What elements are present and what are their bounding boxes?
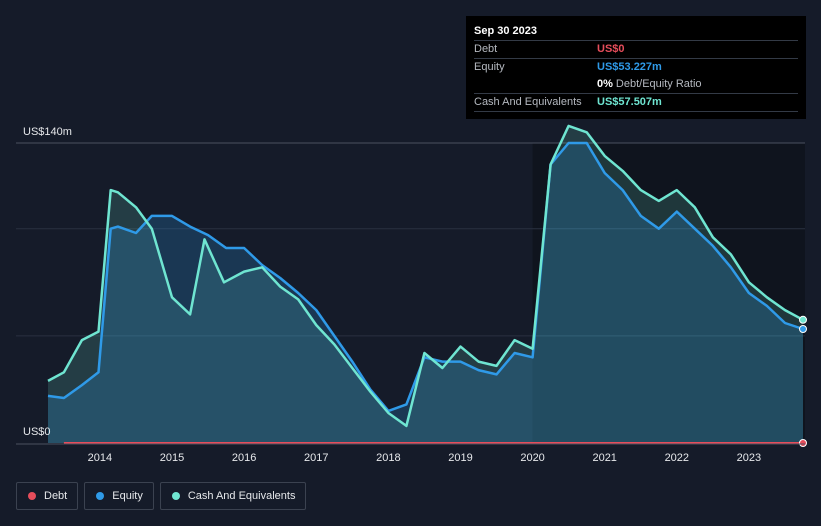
legend-item-equity[interactable]: Equity xyxy=(84,482,154,510)
cash-end-marker xyxy=(799,315,807,324)
tooltip-row-cash: Cash And Equivalents US$57.507m xyxy=(474,93,798,112)
tooltip-row-debt: Debt US$0 xyxy=(474,40,798,58)
x-tick-label: 2016 xyxy=(232,452,256,464)
tooltip-debt-value: US$0 xyxy=(597,43,625,55)
legend-item-debt[interactable]: Debt xyxy=(16,482,79,510)
x-tick-label: 2014 xyxy=(88,452,112,464)
tooltip-debt-label: Debt xyxy=(474,43,498,55)
x-tick-label: 2015 xyxy=(160,452,184,464)
cash-dot-icon xyxy=(171,492,180,500)
legend-equity-label: Equity xyxy=(112,490,143,502)
tooltip-ratio-value: 0% xyxy=(597,78,613,90)
x-tick-label: 2020 xyxy=(520,452,544,464)
y-axis-bottom-label: US$0 xyxy=(23,426,51,438)
y-axis-top-label: US$140m xyxy=(23,126,72,138)
plot-area xyxy=(47,124,807,447)
grid xyxy=(16,142,805,443)
tooltip-ratio-label: Debt/Equity Ratio xyxy=(615,78,702,90)
legend-item-cash[interactable]: Cash And Equivalents xyxy=(159,482,307,510)
equity-line xyxy=(47,141,804,413)
equity-end-marker xyxy=(799,325,807,333)
debt-dot-icon xyxy=(28,492,36,500)
equity-area xyxy=(48,143,803,443)
tooltip-row-equity: Equity US$53.227m xyxy=(474,58,798,76)
tooltip-row-ratio: 0% Debt/Equity Ratio xyxy=(474,76,798,93)
x-axis: 2014 2015 2016 2017 2018 2019 2020 2021 2022 2023 xyxy=(16,443,805,464)
x-tick-label: 2019 xyxy=(448,452,472,464)
tooltip-date: Sep 30 2023 xyxy=(474,25,537,37)
debt-end-marker xyxy=(799,439,807,447)
tooltip-equity-label: Equity xyxy=(474,61,505,73)
legend-debt-label: Debt xyxy=(44,490,68,502)
x-tick-label: 2021 xyxy=(592,452,616,464)
x-tick-label: 2018 xyxy=(376,452,400,464)
tooltip: Sep 30 2023 Debt US$0 Equity US$53.227m … xyxy=(466,16,806,119)
tooltip-cash-value: US$57.507m xyxy=(597,96,662,108)
tooltip-cash-label: Cash And Equivalents xyxy=(474,96,582,108)
legend-cash-label: Cash And Equivalents xyxy=(187,490,296,502)
x-tick-label: 2023 xyxy=(737,452,761,464)
tooltip-equity-value: US$53.227m xyxy=(597,61,662,73)
cash-line xyxy=(47,124,804,428)
cash-area xyxy=(48,125,803,444)
legend: Debt Equity Cash And Equivalents xyxy=(16,482,307,510)
tooltip-ratio-spacer xyxy=(474,76,597,93)
x-tick-label: 2017 xyxy=(304,452,328,464)
x-tick-label: 2022 xyxy=(665,452,689,464)
recent-period-shade xyxy=(532,143,805,443)
equity-dot-icon xyxy=(96,492,105,500)
